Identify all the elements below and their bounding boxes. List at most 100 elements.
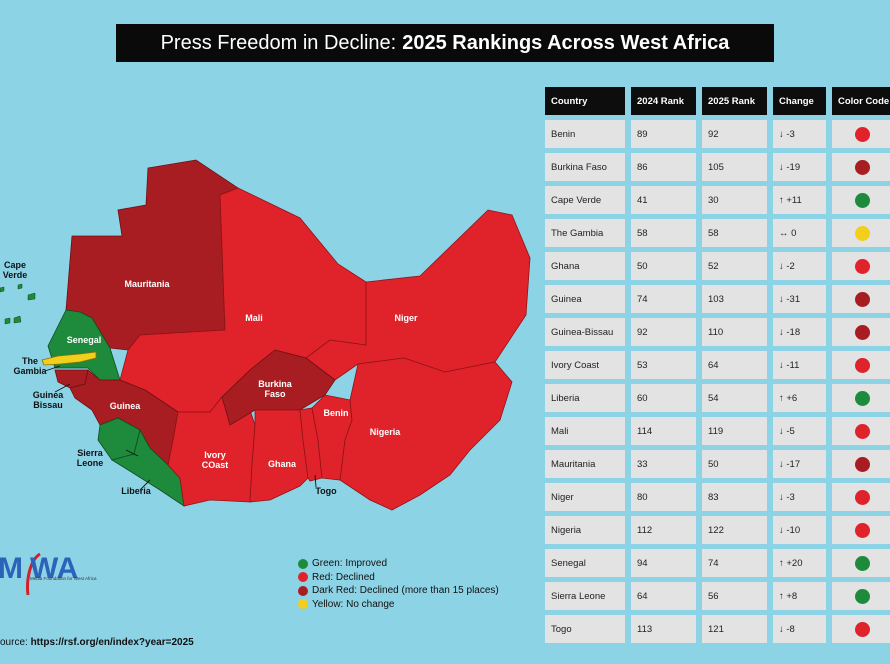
country-nigeria — [339, 357, 513, 511]
table-row: Guinea 74 103 ↓ -31 — [545, 285, 890, 313]
color-code-dot — [854, 588, 870, 604]
cell-country: Cape Verde — [545, 186, 625, 214]
label-the-gambia: The Gambia — [13, 356, 47, 376]
cell-color-code — [832, 582, 890, 610]
cell-color-code — [832, 318, 890, 346]
country-burkina-faso — [221, 349, 336, 426]
label-mauritania: Mauritania — [124, 279, 170, 289]
title-regular: Press Freedom in Decline: — [160, 31, 397, 54]
cell-country: Guinea — [545, 285, 625, 313]
west-africa-map: Cape Verde Senegal The Gambia Guinea Bissau… — [0, 159, 531, 511]
cell-change: ↓ -8 — [773, 615, 826, 643]
header-color-code: Color Code — [832, 87, 890, 115]
cape-verde-islands — [0, 283, 36, 325]
table-header: Country 2024 Rank 2025 Rank Change Color… — [545, 87, 890, 115]
cell-country: Mauritania — [545, 450, 625, 478]
label-ivory-coast: Ivory COast — [202, 450, 229, 470]
cell-2024-rank: 58 — [631, 219, 696, 247]
table-row: Mauritania 33 50 ↓ -17 — [545, 450, 890, 478]
cell-2024-rank: 74 — [631, 285, 696, 313]
legend-item: Dark Red: Declined (more than 15 places) — [298, 584, 499, 598]
legend-item: Yellow: No change — [298, 598, 499, 612]
table-row: Cape Verde 41 30 ↑ +11 — [545, 186, 890, 214]
cell-color-code — [832, 516, 890, 544]
cell-color-code — [832, 285, 890, 313]
legend-swatch — [298, 558, 308, 569]
table-row: Senegal 94 74 ↑ +20 — [545, 549, 890, 577]
cell-2024-rank: 92 — [631, 318, 696, 346]
table-row: Mali 114 119 ↓ -5 — [545, 417, 890, 445]
cell-change: ↓ -2 — [773, 252, 826, 280]
table-row: Burkina Faso 86 105 ↓ -19 — [545, 153, 890, 181]
legend-item: Red: Declined — [298, 571, 499, 585]
table-row: The Gambia 58 58 ↔ 0 — [545, 219, 890, 247]
color-code-dot — [854, 456, 870, 472]
legend-label: Yellow: No change — [312, 598, 395, 610]
cell-2025-rank: 110 — [702, 318, 767, 346]
cell-color-code — [832, 450, 890, 478]
legend-swatch — [298, 572, 308, 583]
cell-2024-rank: 60 — [631, 384, 696, 412]
source-line: ource: https://rsf.org/en/index?year=202… — [0, 637, 194, 648]
cell-country: Burkina Faso — [545, 153, 625, 181]
label-burkina-faso: Burkina Faso — [258, 379, 293, 399]
legend-swatch — [298, 599, 308, 610]
cell-2024-rank: 64 — [631, 582, 696, 610]
table-body: Benin 89 92 ↓ -3 Burkina Faso 86 105 ↓ -19 Cape … — [545, 120, 890, 643]
cell-color-code — [832, 219, 890, 247]
cell-2024-rank: 94 — [631, 549, 696, 577]
title-bold: 2025 Rankings Across West Africa — [402, 31, 730, 54]
cell-country: The Gambia — [545, 219, 625, 247]
table-row: Liberia 60 54 ↑ +6 — [545, 384, 890, 412]
cell-change: ↑ +8 — [773, 582, 826, 610]
cell-country: Ivory Coast — [545, 351, 625, 379]
cell-change: ↑ +20 — [773, 549, 826, 577]
cell-country: Niger — [545, 483, 625, 511]
color-code-dot — [854, 522, 870, 538]
cell-change: ↓ -3 — [773, 120, 826, 148]
color-code-dot — [854, 555, 870, 571]
table-row: Niger 80 83 ↓ -3 — [545, 483, 890, 511]
legend-item: Green: Improved — [298, 557, 499, 571]
cell-color-code — [832, 483, 890, 511]
label-niger: Niger — [394, 313, 418, 323]
cell-change: ↔ 0 — [773, 219, 826, 247]
header-2024-rank: 2024 Rank — [631, 87, 696, 115]
cell-country: Liberia — [545, 384, 625, 412]
cell-color-code — [832, 417, 890, 445]
label-ghana: Ghana — [268, 459, 297, 469]
cell-color-code — [832, 549, 890, 577]
color-code-dot — [854, 258, 870, 274]
cell-change: ↓ -18 — [773, 318, 826, 346]
header-country: Country — [545, 87, 625, 115]
source-prefix: ource: — [0, 637, 28, 648]
cell-2024-rank: 41 — [631, 186, 696, 214]
cell-country: Sierra Leone — [545, 582, 625, 610]
cell-country: Guinea-Bissau — [545, 318, 625, 346]
cell-2025-rank: 50 — [702, 450, 767, 478]
cell-country: Mali — [545, 417, 625, 445]
cell-2025-rank: 74 — [702, 549, 767, 577]
legend-label: Red: Declined — [312, 571, 375, 583]
cell-2024-rank: 33 — [631, 450, 696, 478]
cell-2025-rank: 56 — [702, 582, 767, 610]
cell-2024-rank: 50 — [631, 252, 696, 280]
cell-color-code — [832, 186, 890, 214]
cell-change: ↓ -19 — [773, 153, 826, 181]
label-cape-verde: Cape Verde — [3, 260, 28, 280]
color-code-dot — [854, 357, 870, 373]
color-code-dot — [854, 390, 870, 406]
svg-text:WA: WA — [30, 552, 78, 585]
cell-2024-rank: 112 — [631, 516, 696, 544]
source-url[interactable]: https://rsf.org/en/index?year=2025 — [30, 637, 194, 648]
color-code-dot — [854, 225, 870, 241]
cell-2024-rank: 53 — [631, 351, 696, 379]
cell-2024-rank: 89 — [631, 120, 696, 148]
color-code-dot — [854, 159, 870, 175]
label-sierra-leone: Sierra Leone — [77, 448, 104, 468]
cell-change: ↓ -3 — [773, 483, 826, 511]
color-code-dot — [854, 489, 870, 505]
header-change: Change — [773, 87, 826, 115]
label-nigeria: Nigeria — [370, 427, 402, 437]
cell-color-code — [832, 351, 890, 379]
